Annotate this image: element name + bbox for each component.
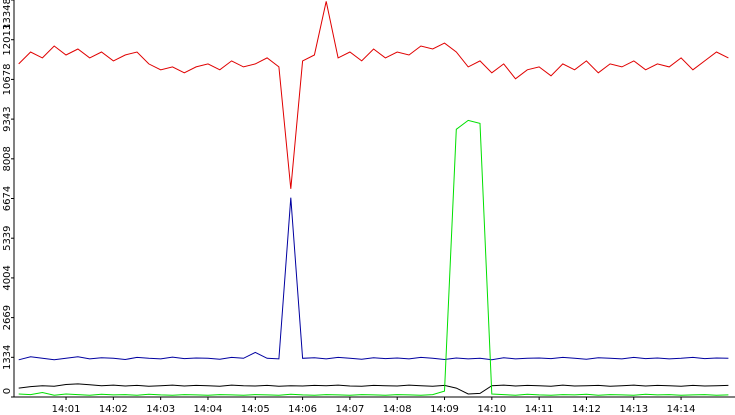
y-tick-label: 12013 — [2, 24, 13, 56]
y-tick-label: 1334 — [2, 345, 13, 370]
x-tick-label: 14:07 — [335, 404, 364, 415]
y-tick-label: 10678 — [2, 64, 13, 96]
x-tick-label: 14:01 — [52, 404, 81, 415]
y-tick-label: 9343 — [2, 106, 13, 131]
series-line — [18, 197, 729, 361]
y-tick-label: 6674 — [2, 186, 13, 211]
x-tick-label: 14:10 — [477, 404, 506, 415]
x-tick-label: 14:11 — [525, 404, 554, 415]
y-tick-label: 4004 — [2, 265, 13, 290]
x-tick-label: 14:13 — [619, 404, 648, 415]
x-tick-label: 14:03 — [146, 404, 175, 415]
y-tick-label: 5339 — [2, 225, 13, 250]
x-tick-label: 14:14 — [667, 404, 696, 415]
series-line — [18, 119, 729, 396]
x-tick-label: 14:04 — [194, 404, 223, 415]
x-tick-label: 14:08 — [383, 404, 412, 415]
x-tick-label: 14:02 — [99, 404, 128, 415]
x-tick-label: 14:06 — [288, 404, 317, 415]
y-tick-label: 2669 — [2, 305, 13, 330]
y-tick-label: 8008 — [2, 146, 13, 171]
y-tick-label: 13348 — [2, 0, 13, 30]
x-tick-label: 14:09 — [430, 404, 459, 415]
series-line — [18, 1, 729, 189]
x-tick-label: 14:12 — [572, 404, 601, 415]
series-line — [18, 383, 729, 395]
y-tick-label: 0 — [2, 388, 13, 394]
x-tick-label: 14:05 — [241, 404, 270, 415]
